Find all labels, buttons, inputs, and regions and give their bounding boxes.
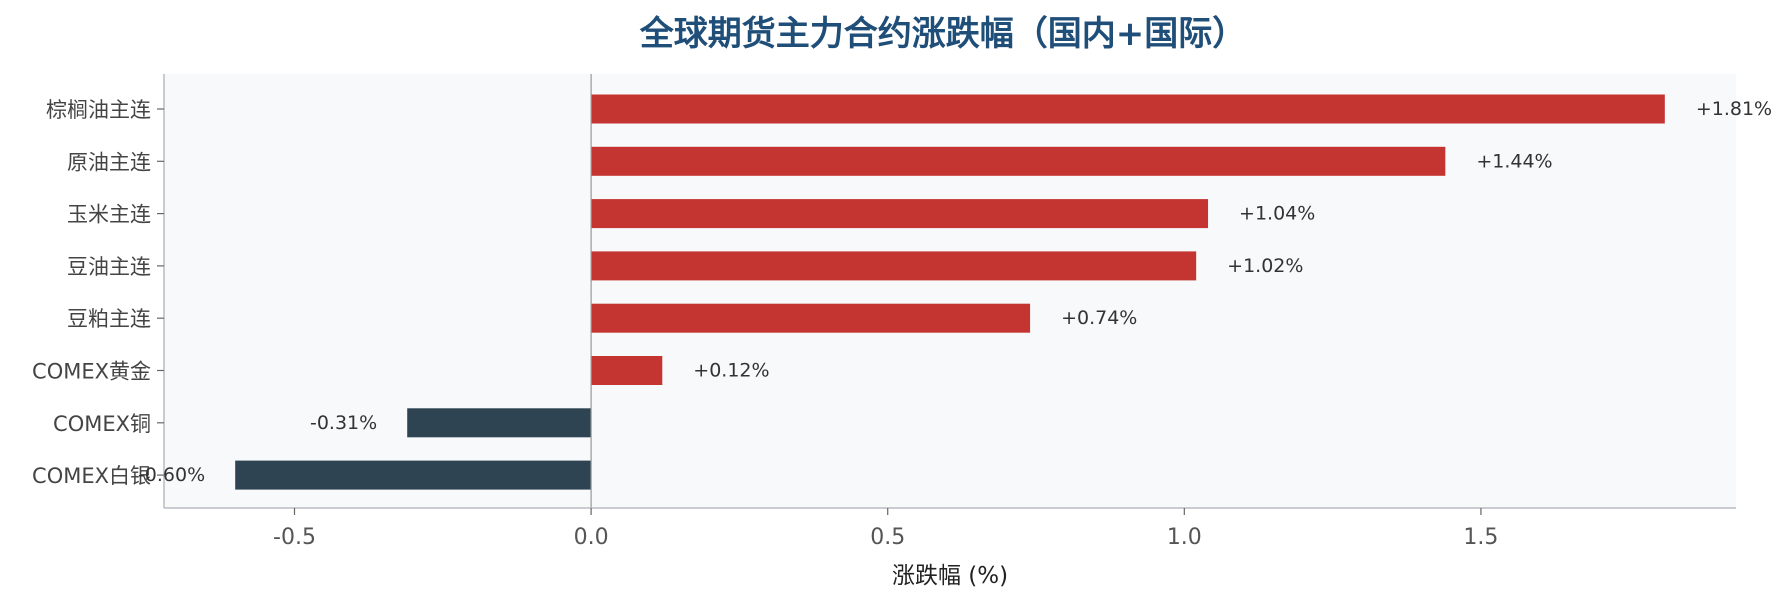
chart-title: 全球期货主力合约涨跌幅（国内+国际）	[639, 14, 1247, 54]
data-label: +0.74%	[1061, 307, 1137, 329]
x-tick-label: -0.5	[273, 525, 316, 550]
data-label: +1.81%	[1696, 98, 1772, 120]
y-tick-label: 豆油主连	[67, 255, 151, 279]
bar	[235, 460, 592, 490]
bar	[407, 408, 592, 438]
bar	[591, 199, 1209, 229]
y-tick-label: 玉米主连	[67, 203, 151, 227]
x-tick-label: 0.5	[870, 525, 905, 550]
plot-area	[164, 74, 1736, 508]
data-label: +0.12%	[693, 360, 769, 382]
bar	[591, 94, 1665, 124]
y-tick-label: 原油主连	[67, 150, 151, 174]
y-tick-label: COMEX白银	[32, 464, 151, 488]
x-tick-label: 0.0	[574, 525, 609, 550]
value-labels-group: +1.81% +1.44% +1.04% +1.02% +0.74% +0.12% -0.3…	[138, 98, 1772, 486]
data-label: -0.60%	[138, 464, 205, 486]
x-tick-label: 1.5	[1463, 525, 1498, 550]
x-axis: -0.5 0.0 0.5 1.0 1.5	[273, 508, 1498, 550]
bar	[591, 356, 663, 385]
y-tick-label: COMEX黄金	[32, 360, 151, 384]
data-label: -0.31%	[310, 412, 377, 434]
bar	[591, 303, 1031, 333]
data-label: +1.44%	[1476, 150, 1552, 172]
x-axis-title: 涨跌幅 (%)	[892, 563, 1008, 589]
y-tick-label: 棕榈油主连	[46, 98, 151, 122]
x-tick-label: 1.0	[1167, 525, 1202, 550]
bars-group	[235, 94, 1665, 490]
bar	[591, 251, 1197, 281]
data-label: +1.02%	[1227, 255, 1303, 277]
data-label: +1.04%	[1239, 203, 1315, 225]
y-tick-label: COMEX铜	[53, 412, 151, 436]
bar	[591, 146, 1446, 176]
y-tick-label: 豆粕主连	[67, 307, 151, 331]
